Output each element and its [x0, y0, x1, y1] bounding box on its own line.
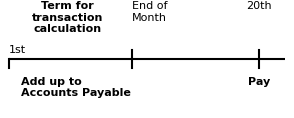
Text: Add up to
Accounts Payable: Add up to Accounts Payable [21, 77, 131, 98]
Text: End of
Month: End of Month [132, 1, 168, 23]
Text: 20th: 20th [246, 1, 272, 11]
Text: 1st: 1st [9, 45, 26, 55]
Text: Term for
transaction
calculation: Term for transaction calculation [32, 1, 103, 34]
Text: Pay: Pay [248, 77, 270, 87]
